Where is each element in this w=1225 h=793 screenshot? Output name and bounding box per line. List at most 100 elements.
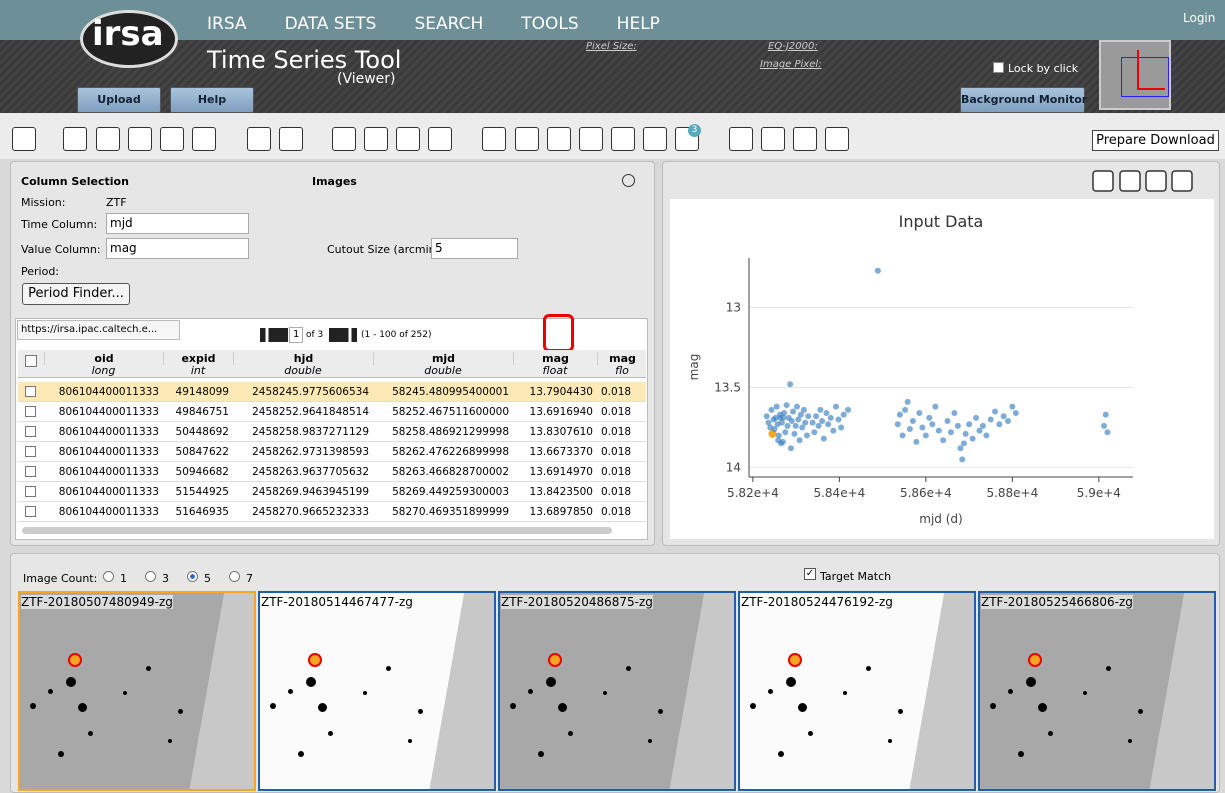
- row-checkbox[interactable]: [25, 386, 36, 397]
- tool-icon[interactable]: [579, 127, 603, 151]
- column-type: long: [91, 364, 116, 377]
- image-tile[interactable]: [738, 591, 976, 791]
- tool-icon[interactable]: [247, 127, 271, 151]
- tool-icon[interactable]: [364, 127, 388, 151]
- table-row[interactable]: [18, 382, 646, 402]
- star: [30, 703, 36, 709]
- tool-icon[interactable]: [12, 127, 36, 151]
- radio[interactable]: [187, 571, 198, 582]
- time-input[interactable]: mjd: [106, 213, 249, 234]
- tool-icon[interactable]: [547, 127, 571, 151]
- label: Target Match: [820, 570, 892, 583]
- row-checkbox[interactable]: [25, 446, 36, 457]
- nav-item[interactable]: DATA SETS: [284, 14, 377, 34]
- tool-icon[interactable]: [482, 127, 506, 151]
- cell: 806104400011333: [58, 506, 159, 518]
- table-row[interactable]: [18, 482, 646, 502]
- logo[interactable]: [80, 10, 178, 68]
- tool-icon[interactable]: [515, 127, 539, 151]
- label: Mission:: [21, 196, 66, 209]
- nav-item[interactable]: IRSA: [207, 14, 247, 34]
- column-type: int: [190, 364, 206, 377]
- tool-icon[interactable]: [96, 127, 120, 151]
- target-match-checkbox[interactable]: ✓: [804, 568, 816, 580]
- prepare-download[interactable]: Prepare Download: [1092, 130, 1219, 151]
- tool-icon[interactable]: [63, 127, 87, 151]
- tile-label: ZTF-20180520486875-zg: [501, 595, 653, 609]
- star: [178, 709, 183, 714]
- help-button[interactable]: Help: [170, 87, 254, 113]
- table-row[interactable]: [18, 502, 646, 522]
- info-label: EQ-J2000:: [768, 41, 818, 52]
- thumbnail[interactable]: [1099, 40, 1171, 110]
- row-checkbox[interactable]: [25, 406, 36, 417]
- upload-button[interactable]: Upload: [77, 87, 161, 113]
- pager-next[interactable]: [329, 328, 357, 342]
- image-tile[interactable]: [258, 591, 496, 791]
- tool-icon[interactable]: [160, 127, 184, 151]
- star: [270, 703, 276, 709]
- row-checkbox[interactable]: [25, 466, 36, 477]
- star: [648, 739, 652, 743]
- logo-text[interactable]: irsa: [92, 14, 164, 54]
- top-nav: [0, 0, 1225, 40]
- tool-icon[interactable]: [279, 127, 303, 151]
- tool-icon[interactable]: [611, 127, 635, 151]
- table-row[interactable]: [18, 442, 646, 462]
- table-row[interactable]: [18, 462, 646, 482]
- table-row[interactable]: [18, 402, 646, 422]
- tool-icon[interactable]: [729, 127, 753, 151]
- row-checkbox[interactable]: [25, 506, 36, 517]
- tool-icon[interactable]: [396, 127, 420, 151]
- tool-icon[interactable]: [428, 127, 452, 151]
- column-name[interactable]: mag: [513, 352, 597, 365]
- radio[interactable]: [145, 571, 156, 582]
- star: [558, 703, 567, 712]
- tile-label: ZTF-20180507480949-zg: [21, 595, 173, 609]
- cell: 50847622: [175, 446, 229, 458]
- login[interactable]: Login: [1183, 11, 1216, 25]
- radio[interactable]: [103, 571, 114, 582]
- pager-prev[interactable]: [260, 328, 288, 342]
- image-tile[interactable]: [498, 591, 736, 791]
- cell: 13.6914970: [529, 466, 593, 478]
- thumb-box: [1121, 57, 1169, 97]
- image-tile[interactable]: [18, 591, 256, 791]
- column-name[interactable]: mag: [597, 352, 647, 365]
- star: [298, 751, 304, 757]
- nav-item[interactable]: HELP: [616, 14, 660, 34]
- tool-icon[interactable]: [332, 127, 356, 151]
- column-name[interactable]: oid: [44, 352, 163, 365]
- image-tile[interactable]: [978, 591, 1216, 791]
- value-input[interactable]: mag: [106, 238, 249, 259]
- tool-icon[interactable]: [128, 127, 152, 151]
- tool-icon[interactable]: [643, 127, 667, 151]
- help-icon[interactable]: [622, 174, 635, 187]
- table-tab[interactable]: https://irsa.ipac.caltech.e...: [17, 320, 180, 340]
- tool-icon[interactable]: [192, 127, 216, 151]
- page-input[interactable]: 1: [289, 327, 303, 343]
- tool-icon[interactable]: [825, 127, 849, 151]
- background-monitor[interactable]: Background Monitor: [960, 87, 1087, 113]
- star: [306, 677, 316, 687]
- radio[interactable]: [229, 571, 240, 582]
- period-finder[interactable]: Period Finder...: [22, 283, 130, 305]
- scrollbar[interactable]: [22, 527, 612, 534]
- column-name[interactable]: mjd: [373, 352, 513, 365]
- lock-checkbox[interactable]: [993, 62, 1004, 73]
- table-row[interactable]: [18, 422, 646, 442]
- select-all[interactable]: [25, 355, 37, 367]
- star: [328, 731, 333, 736]
- star: [386, 666, 391, 671]
- row-checkbox[interactable]: [25, 486, 36, 497]
- tool-icon[interactable]: [761, 127, 785, 151]
- cell: 806104400011333: [58, 486, 159, 498]
- tool-icon[interactable]: [793, 127, 817, 151]
- column-name[interactable]: hjd: [233, 352, 373, 365]
- row-checkbox[interactable]: [25, 426, 36, 437]
- column-name[interactable]: expid: [163, 352, 233, 365]
- nav-item[interactable]: SEARCH: [414, 14, 484, 34]
- cutout-input[interactable]: 5: [431, 238, 518, 259]
- nav-item[interactable]: TOOLS: [521, 14, 579, 34]
- target-marker: [548, 653, 562, 667]
